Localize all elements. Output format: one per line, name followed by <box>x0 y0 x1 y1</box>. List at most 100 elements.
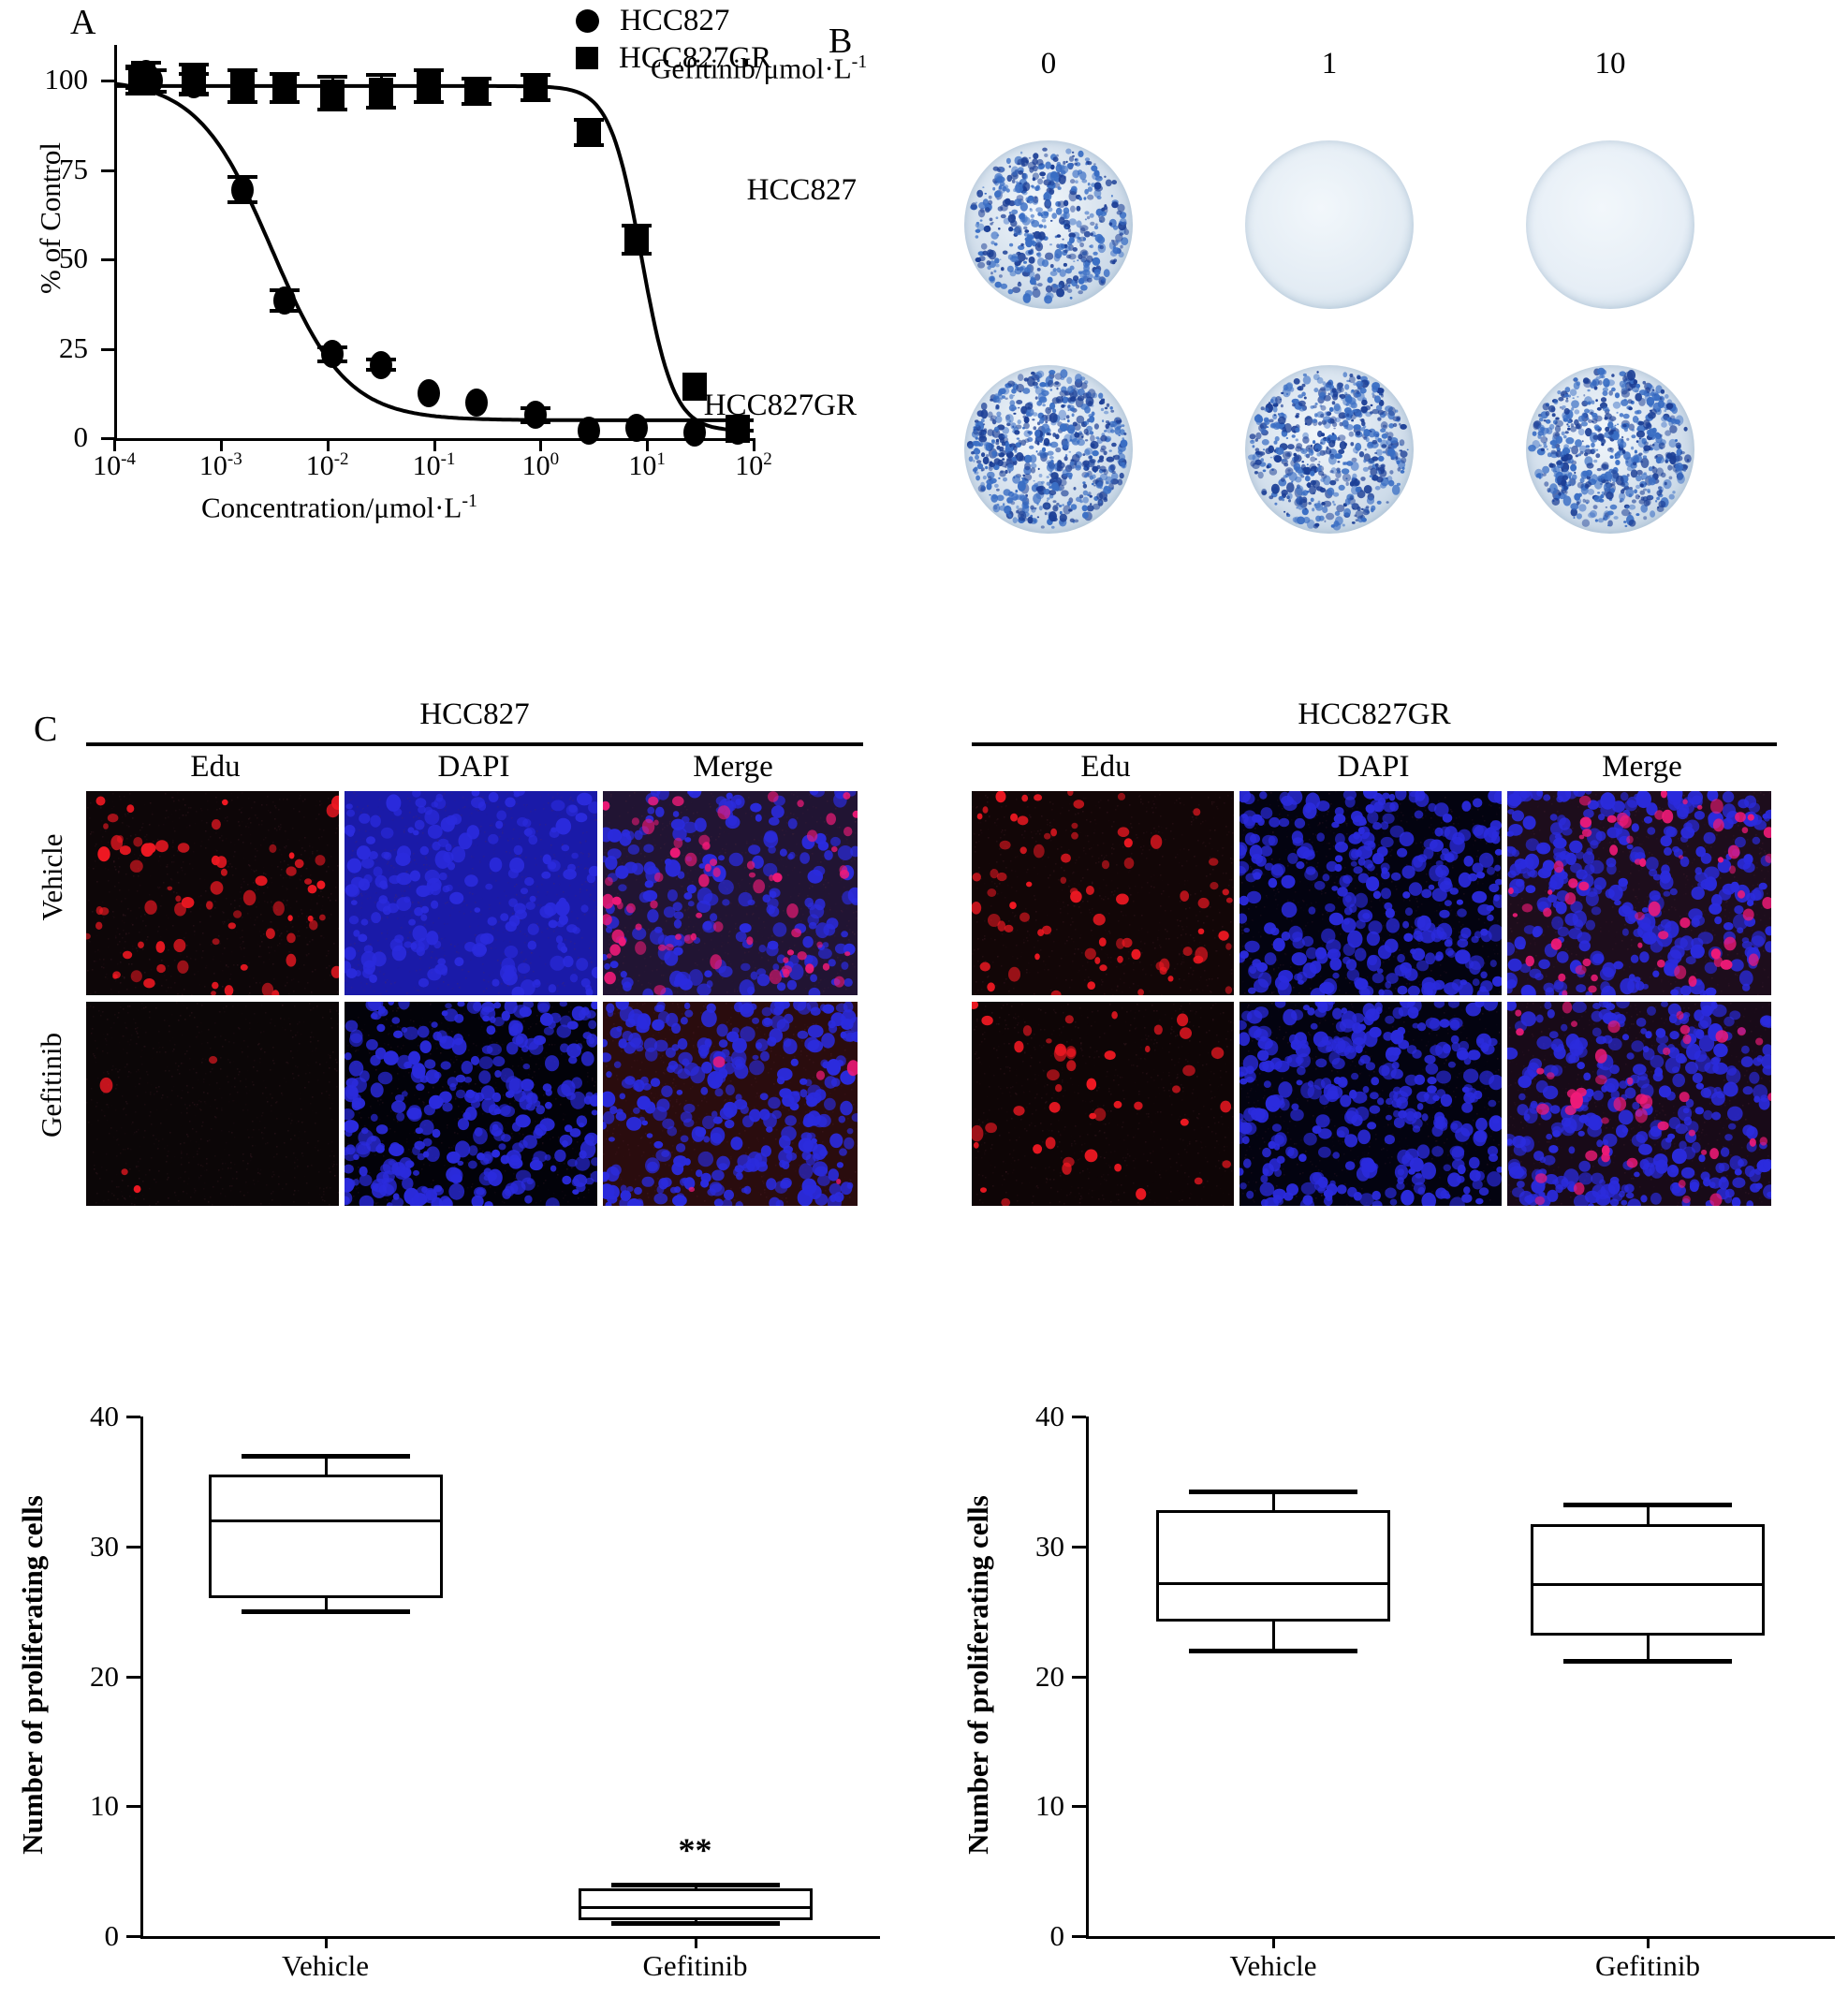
box-plot-y-tick-label: 30 <box>1035 1529 1064 1563</box>
panel-a-curve-hcc827gr <box>114 83 754 433</box>
significance-marker: ** <box>678 1830 712 1869</box>
panel-b-well <box>1526 365 1694 534</box>
panel-b-col-0: 0 <box>1040 47 1057 81</box>
panel-c-colhead-right-dapi: DAPI <box>1337 750 1410 784</box>
panel-c-colhead-left-dapi: DAPI <box>437 750 510 784</box>
panel-c-letter: C <box>34 710 58 749</box>
panel-a-fit-curves <box>113 81 754 433</box>
panel-a-letter: A <box>70 3 96 42</box>
panel-a-point-hcc827 <box>369 350 392 379</box>
panel-c-micrograph <box>1239 791 1502 995</box>
panel-a-point-hcc827 <box>230 175 254 204</box>
panel-b-colony-formation: B Gefitinib/μmol·L-1 0 1 10 HCC827 HCC82… <box>651 0 1848 674</box>
legend-label-hcc827gr: HCC827GR <box>619 41 772 75</box>
panel-a-x-axis-title-text: Concentration/μmol·L <box>201 491 462 524</box>
box-plot-median-line <box>578 1906 813 1910</box>
panel-a-error-cap <box>227 67 257 72</box>
box-plot-y-axis-title: Number of proliferating cells <box>961 1494 994 1855</box>
box-plot-y-tick <box>126 1805 140 1809</box>
box-plot-y-tick <box>1072 1545 1086 1549</box>
box-plot-upper-cap <box>610 1882 780 1887</box>
box-plot-y-tick-label: 0 <box>1049 1919 1065 1952</box>
panel-a-x-tick <box>113 438 116 451</box>
panel-a-error-cap <box>270 71 301 76</box>
panel-c-micrograph <box>603 1002 858 1206</box>
box-plot-y-tick-label: 0 <box>104 1919 120 1952</box>
box-plot-y-tick-label: 20 <box>90 1659 119 1693</box>
panel-a-curve-hcc827 <box>113 81 754 422</box>
panel-a-error-cap <box>179 63 210 66</box>
legend-item-hcc827: HCC827 <box>576 2 771 39</box>
box-plot-y-tick <box>1072 1416 1086 1418</box>
x-tick-exponent: -3 <box>227 449 242 469</box>
panel-b-col-1: 1 <box>1321 47 1338 81</box>
legend-label-hcc827: HCC827 <box>620 4 730 37</box>
panel-a-y-tick <box>101 258 116 262</box>
panel-a-y-tick-label: 100 <box>44 63 89 96</box>
panel-a-y-tick <box>101 169 116 172</box>
panel-b-well <box>1245 365 1414 534</box>
panel-b-header-text: Gefitinib/μmol·L <box>651 51 852 85</box>
panel-a-y-axis <box>114 45 117 440</box>
panel-a-point-hcc827 <box>577 417 600 446</box>
panel-c-group-title-hcc827: HCC827 <box>419 697 530 731</box>
panel-b-well <box>964 140 1133 309</box>
box-plot-upper-whisker <box>1647 1505 1650 1525</box>
legend-item-hcc827gr: HCC827GR <box>576 39 771 77</box>
panel-b-well <box>1245 140 1414 309</box>
panel-c-rule-left <box>86 742 863 746</box>
panel-a-error-cap <box>227 100 257 105</box>
box-plot-median-line <box>1531 1582 1765 1586</box>
box-plot-hcc827gr: 0 10 20 30 40 Number of proliferating cells Ve… <box>899 1372 1848 2011</box>
panel-a-error-cap <box>317 107 348 111</box>
box-plot-lower-whisker <box>1647 1636 1650 1661</box>
panel-a-point-hcc827gr <box>682 372 708 401</box>
panel-a-point-hcc827 <box>321 340 345 369</box>
panel-c-colhead-right-edu: Edu <box>1080 750 1131 784</box>
panel-c-edu-staining: C HCC827 Edu DAPI Merge HCC827GR Edu DAP… <box>0 688 1848 1372</box>
panel-a-point-hcc827gr <box>368 77 393 106</box>
box-plot-y-tick-label: 10 <box>1035 1789 1064 1823</box>
box-plot-y-tick <box>126 1545 140 1549</box>
panel-b-well <box>1526 140 1694 309</box>
panel-a-x-axis-title: Concentration/μmol·L-1 <box>201 491 477 524</box>
box-plot-box <box>1156 1509 1390 1622</box>
box-plot-y-axis-title: Number of proliferating cells <box>16 1494 49 1855</box>
panel-b-header-exponent: -1 <box>851 51 868 72</box>
panel-c-micrograph <box>1507 1002 1771 1206</box>
panel-a-x-tick-label: 101 <box>591 449 703 482</box>
box-plot-y-tick-label: 40 <box>1035 1400 1064 1432</box>
panel-a-y-tick-label: 50 <box>59 242 88 275</box>
box-plot-upper-whisker <box>1272 1491 1275 1510</box>
box-plot-y-tick <box>1072 1935 1086 1938</box>
panel-a-x-tick-label: 10-1 <box>378 449 491 482</box>
panel-a-y-axis-title: % of Control <box>34 142 66 294</box>
panel-a-point-hcc827gr <box>623 226 649 255</box>
panel-c-micrograph <box>86 791 339 995</box>
panel-a-point-hcc827gr <box>522 73 548 102</box>
panel-c-row-gefitinib: Gefitinib <box>35 1033 67 1138</box>
panel-a-error-cap <box>317 75 348 80</box>
panel-a-point-hcc827 <box>523 401 547 430</box>
panel-a-x-tick <box>539 438 543 451</box>
panel-a-x-tick-label: 102 <box>697 449 810 482</box>
panel-a-x-tick <box>326 438 330 451</box>
box-plot-x-axis <box>140 1936 880 1939</box>
panel-a-x-tick <box>646 438 650 451</box>
panel-c-micrograph <box>1507 791 1771 995</box>
x-tick-base: 10 <box>305 450 334 481</box>
panel-a-point-hcc827gr <box>320 79 345 108</box>
box-plot-x-tick <box>324 1936 328 1948</box>
box-plot-x-tick <box>694 1936 697 1948</box>
panel-c-colhead-right-merge: Merge <box>1602 750 1682 784</box>
panel-a-x-tick <box>433 438 436 451</box>
x-tick-base: 10 <box>628 450 657 481</box>
panel-c-colhead-left-edu: Edu <box>190 750 241 784</box>
box-plot-y-tick <box>1072 1805 1086 1809</box>
panel-a-point-hcc827gr <box>576 118 601 147</box>
box-plot-x-tick-label: Vehicle <box>282 1949 369 1982</box>
box-plot-upper-whisker <box>324 1455 328 1475</box>
box-plot-lower-cap <box>1189 1648 1357 1653</box>
panel-a-error-cap <box>413 67 444 72</box>
panel-a-x-tick <box>753 438 755 451</box>
